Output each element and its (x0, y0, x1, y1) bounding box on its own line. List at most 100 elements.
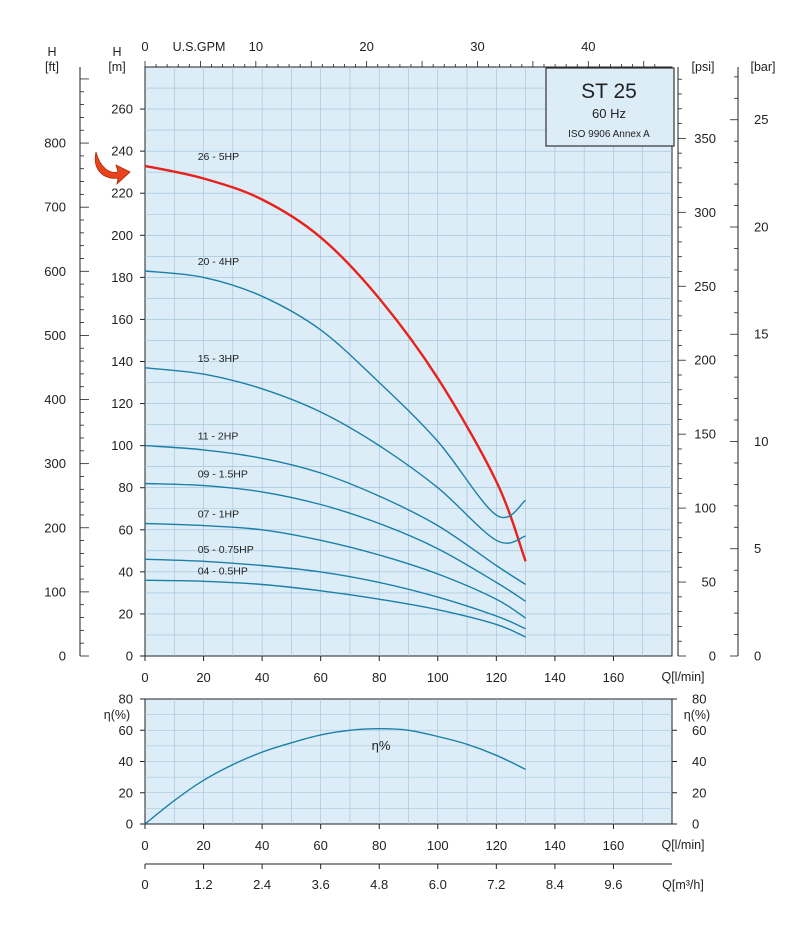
head-curve-7 (144, 579, 526, 638)
y-tick-label-bar: 25 (754, 112, 768, 127)
eff-y-tick-label-left: 0 (126, 817, 133, 832)
y-tick-label-m: 0 (126, 649, 133, 664)
head-curve-6 (144, 558, 526, 630)
x-tick-label-q: 140 (544, 670, 566, 685)
psi-unit-label: [psi] (692, 60, 715, 74)
eff-y-tick-label-right: 40 (692, 754, 706, 769)
x-tick-label-gpm: 10 (249, 39, 263, 54)
x-tick-label-q: 20 (196, 670, 210, 685)
eff-y-tick-label-left: 60 (119, 723, 133, 738)
left-outer-h-label: H (47, 45, 56, 59)
x-tick-label-q: 0 (141, 670, 148, 685)
eff-x-tick-label-q: 80 (372, 838, 386, 853)
title-box: ST 25 60 Hz ISO 9906 Annex A (545, 67, 675, 147)
eff-x-tick-label-q: 160 (603, 838, 625, 853)
y-tick-label-m: 100 (111, 438, 133, 453)
m3h-tick-label: 4.8 (370, 877, 388, 892)
head-curve-label-0: 26 - 5HP (198, 151, 239, 163)
y-tick-label-ft: 100 (44, 584, 66, 599)
x-tick-label-q: 80 (372, 670, 386, 685)
y-tick-label-ft: 200 (44, 520, 66, 535)
head-curve-5 (144, 522, 526, 619)
eff-x-tick-label-q: 0 (141, 838, 148, 853)
eff-y-tick-label-right: 60 (692, 723, 706, 738)
title-frequency: 60 Hz (592, 106, 626, 121)
x-tick-label-gpm: 20 (359, 39, 373, 54)
left-h-unit-label: [m] (108, 60, 125, 74)
eff-y-tick-label-left: 40 (119, 754, 133, 769)
y-tick-label-ft: 0 (59, 649, 66, 664)
title-model: ST 25 (581, 80, 637, 103)
y-tick-label-ft: 600 (44, 264, 66, 279)
y-tick-label-ft: 800 (44, 136, 66, 151)
highlight-arrow-icon (94, 151, 131, 186)
x-tick-label-gpm: 0 (141, 39, 148, 54)
q-m3h-axis-label: Q[m³/h] (662, 878, 704, 892)
head-curve-label-7: 04 - 0.5HP (198, 565, 248, 577)
axes (79, 61, 739, 869)
y-tick-label-m: 200 (111, 228, 133, 243)
q-axis-label-top: Q[l/min] (661, 670, 704, 684)
y-tick-label-psi: 0 (709, 649, 716, 664)
y-tick-label-ft: 300 (44, 456, 66, 471)
eff-y-tick-label-right: 20 (692, 785, 706, 800)
m3h-tick-label: 7.2 (487, 877, 505, 892)
x-tick-label-q: 100 (427, 670, 449, 685)
bar-unit-label: [bar] (750, 60, 775, 74)
left-h-label: H (112, 45, 121, 59)
y-tick-label-m: 240 (111, 144, 133, 159)
m3h-tick-label: 3.6 (312, 877, 330, 892)
y-tick-label-bar: 0 (754, 649, 761, 664)
y-tick-label-psi: 350 (694, 131, 716, 146)
y-tick-label-bar: 15 (754, 327, 768, 342)
y-tick-label-m: 120 (111, 396, 133, 411)
y-tick-label-ft: 400 (44, 392, 66, 407)
y-tick-label-psi: 100 (694, 501, 716, 516)
q-axis-label-bottom: Q[l/min] (661, 838, 704, 852)
x-tick-label-q: 40 (255, 670, 269, 685)
x-tick-label-gpm: 40 (581, 39, 595, 54)
y-tick-label-ft: 500 (44, 328, 66, 343)
y-tick-label-bar: 10 (754, 434, 768, 449)
y-tick-label-m: 260 (111, 102, 133, 117)
grid-lines (145, 67, 672, 824)
m3h-tick-label: 6.0 (429, 877, 447, 892)
m3h-tick-label: 0 (141, 877, 148, 892)
eff-y-tick-label-right: 0 (692, 817, 699, 832)
eff-x-tick-label-q: 120 (485, 838, 507, 853)
y-tick-label-ft: 700 (44, 200, 66, 215)
x-tick-label-q: 120 (485, 670, 507, 685)
head-curve-label-6: 05 - 0.75HP (198, 544, 254, 556)
eff-x-tick-label-q: 40 (255, 838, 269, 853)
eta-axis-label-left: η(%) (104, 708, 130, 722)
eff-x-tick-label-q: 140 (544, 838, 566, 853)
m3h-tick-label: 1.2 (195, 877, 213, 892)
left-outer-unit-label: [ft] (45, 60, 59, 74)
head-curve-3 (144, 444, 526, 586)
head-curve-0 (144, 164, 527, 562)
eff-y-tick-label-left: 20 (119, 785, 133, 800)
y-tick-label-m: 60 (119, 522, 133, 537)
curves (144, 164, 527, 825)
x-tick-label-gpm: 30 (470, 39, 484, 54)
y-tick-label-m: 80 (119, 480, 133, 495)
eff-x-tick-label-q: 60 (313, 838, 327, 853)
m3h-tick-label: 8.4 (546, 877, 564, 892)
eta-axis-label-right: η(%) (684, 708, 710, 722)
y-tick-label-m: 160 (111, 312, 133, 327)
eff-x-tick-label-q: 100 (427, 838, 449, 853)
x-tick-label-q: 60 (313, 670, 327, 685)
eff-y-tick-label-left: 80 (119, 692, 133, 707)
x-tick-label-q: 160 (603, 670, 625, 685)
y-tick-label-psi: 200 (694, 353, 716, 368)
y-tick-label-bar: 20 (754, 219, 768, 234)
y-tick-label-psi: 300 (694, 205, 716, 220)
top-axis-label: U.S.GPM (173, 40, 226, 54)
y-tick-label-psi: 250 (694, 279, 716, 294)
head-curve-label-1: 20 - 4HP (198, 256, 239, 268)
head-curve-1 (144, 270, 527, 519)
efficiency-curve-label: η% (372, 738, 391, 753)
y-tick-label-m: 180 (111, 270, 133, 285)
y-tick-label-m: 140 (111, 354, 133, 369)
